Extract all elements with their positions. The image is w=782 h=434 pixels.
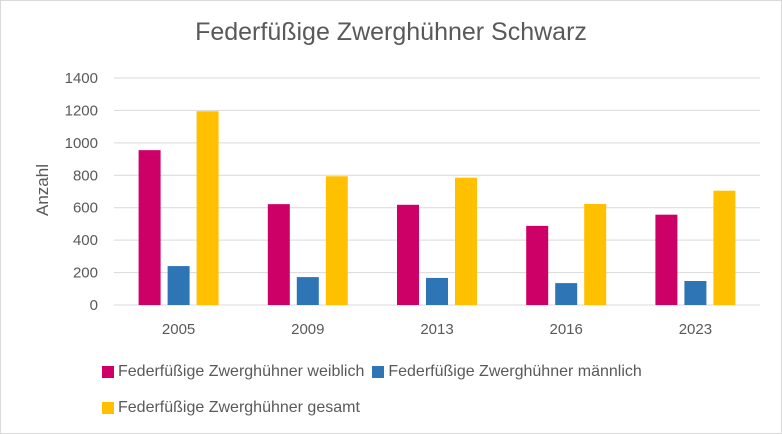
bar <box>296 277 319 305</box>
bar <box>196 111 219 305</box>
y-tick-label: 600 <box>73 200 98 217</box>
y-tick-labels: 0 200 400 600 800 1000 1200 1400 <box>65 70 98 314</box>
bar <box>426 277 448 305</box>
y-tick-label: 1000 <box>65 135 98 152</box>
x-tick-label: 2005 <box>162 321 195 338</box>
gridlines <box>114 77 760 306</box>
bar <box>684 281 707 305</box>
legend-swatch <box>102 402 114 414</box>
bar <box>397 204 419 305</box>
x-tick-label: 2009 <box>291 321 324 338</box>
bars <box>138 111 736 305</box>
legend-swatch <box>372 366 385 378</box>
legend-label: Federfüßige Zwerghühner gesamt <box>118 399 360 416</box>
y-tick-label: 1400 <box>65 70 98 87</box>
y-tick-label: 800 <box>73 167 98 184</box>
x-tick-label: 2023 <box>679 321 712 338</box>
chart-title: Federfüßige Zwerghühner Schwarz <box>195 18 587 46</box>
bar <box>325 176 348 305</box>
x-tick-label: 2013 <box>420 321 453 338</box>
y-tick-label: 1200 <box>65 102 98 119</box>
bar <box>526 225 549 305</box>
y-tick-label: 200 <box>73 265 98 282</box>
bar <box>713 190 736 305</box>
legend-label: Federfüßige Zwerghühner weiblich <box>118 363 365 380</box>
legend-item: Federfüßige Zwerghühner weiblich <box>102 358 364 386</box>
bar <box>267 204 290 305</box>
x-tick-labels: 2005 2009 2013 2016 2023 <box>162 321 712 338</box>
bar <box>555 283 578 305</box>
legend: Federfüßige Zwerghühner weiblich Federfüß… <box>102 358 742 422</box>
legend-item: Federfüßige Zwerghühner gesamt <box>102 394 360 422</box>
y-axis-label: Anzahl <box>33 164 52 216</box>
bar <box>584 203 607 305</box>
bar <box>455 177 477 305</box>
y-tick-label: 0 <box>90 297 98 314</box>
legend-swatch <box>102 366 114 378</box>
legend-item: Federfüßige Zwerghühner männlich <box>372 358 642 386</box>
y-tick-label: 400 <box>73 232 98 249</box>
x-tick-label: 2016 <box>550 321 583 338</box>
bar <box>138 150 161 305</box>
bar <box>167 266 190 305</box>
legend-label: Federfüßige Zwerghühner männlich <box>388 363 642 380</box>
bar <box>655 214 678 305</box>
